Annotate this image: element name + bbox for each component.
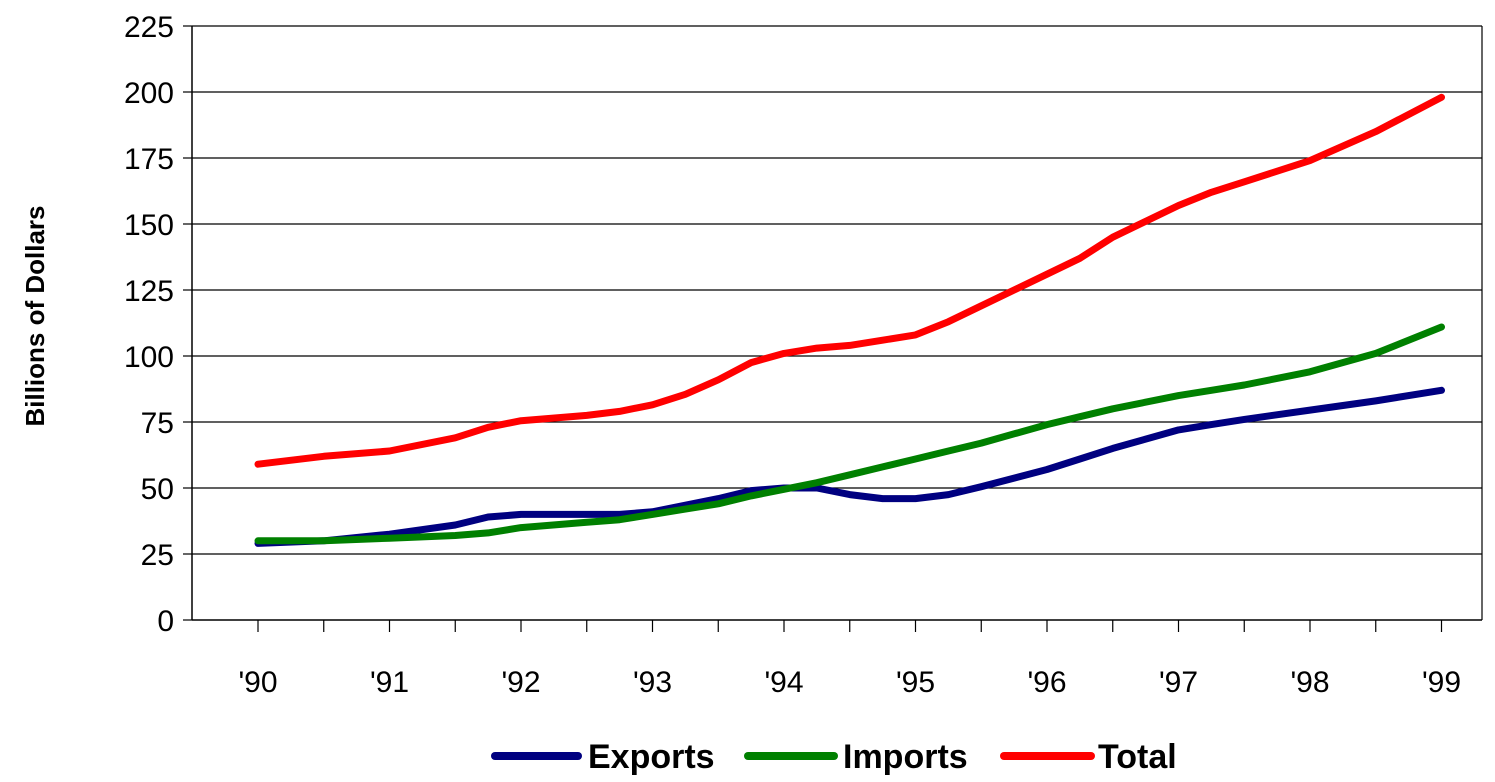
series-line-imports (254, 323, 1445, 545)
y-tick-label: 225 (124, 11, 174, 44)
y-tick-label: 175 (124, 143, 174, 176)
legend-label-total: Total (1098, 738, 1177, 776)
x-tick-label: '99 (1422, 666, 1461, 699)
series-lines (254, 93, 1445, 547)
x-tick-label: '96 (1027, 666, 1066, 699)
y-tick-label: 200 (124, 77, 174, 110)
legend-label-imports: Imports (843, 738, 968, 776)
y-tick-label: 0 (157, 605, 174, 638)
x-tick-label: '98 (1290, 666, 1329, 699)
legend: Exports Imports Total (491, 738, 1177, 776)
x-tick-label: '93 (633, 666, 672, 699)
x-tick-label: '95 (896, 666, 935, 699)
gridlines (192, 25, 1482, 555)
series-line-total (254, 93, 1445, 468)
y-tick-labels: 0 25 50 75 100 125 150 175 200 225 (124, 11, 174, 638)
y-tick-label: 150 (124, 209, 174, 242)
series-line-exports (254, 386, 1445, 547)
y-tick-label: 50 (141, 473, 174, 506)
x-tick-label: '94 (764, 666, 803, 699)
x-tick-label: '97 (1159, 666, 1198, 699)
axes (183, 25, 1483, 632)
y-tick-label: 75 (141, 407, 174, 440)
y-tick-label: 100 (124, 341, 174, 374)
x-tick-labels: '90 '91 '92 '93 '94 '95 '96 '97 '98 '99 (238, 666, 1461, 699)
y-axis-label: Billions of Dollars (20, 205, 50, 426)
y-tick-label: 125 (124, 275, 174, 308)
x-tick-label: '90 (238, 666, 277, 699)
x-tick-label: '92 (501, 666, 540, 699)
x-tick-label: '91 (370, 666, 409, 699)
y-tick-label: 25 (141, 539, 174, 572)
legend-label-exports: Exports (588, 738, 715, 776)
